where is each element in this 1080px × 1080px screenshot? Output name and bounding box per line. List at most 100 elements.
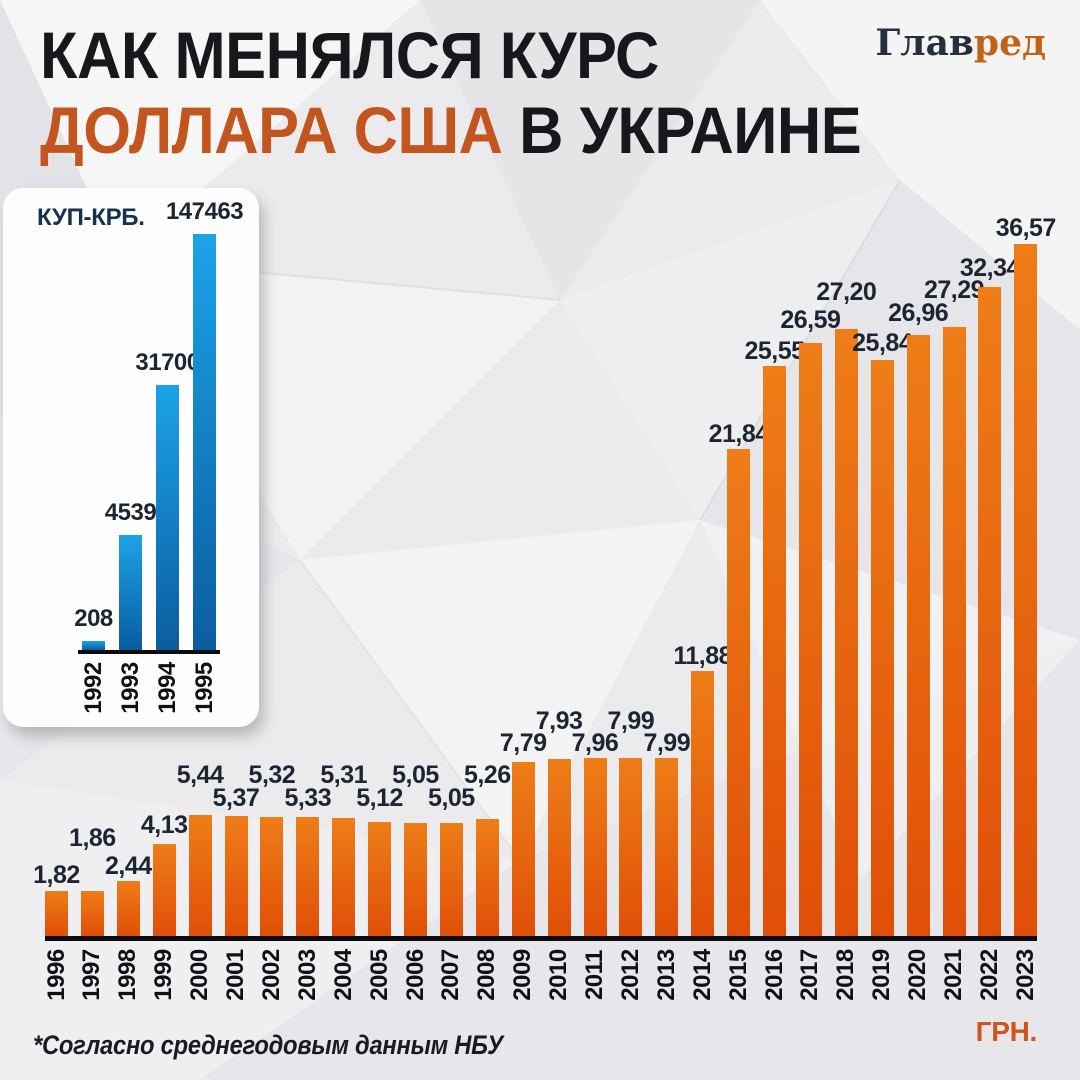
main-bar-1996	[45, 891, 68, 936]
main-year-label-2019: 2019	[868, 949, 896, 1001]
main-year-label-2008: 2008	[473, 949, 501, 1001]
main-value-label-2011: 7,96	[571, 729, 619, 757]
main-bar-2011	[583, 758, 607, 936]
main-x-axis-baseline	[45, 936, 1037, 941]
main-year-label-2014: 2014	[688, 949, 716, 1001]
main-year-label-2001: 2001	[222, 949, 249, 1001]
inset-value-label-1995: 147463	[165, 198, 244, 225]
main-year-label-2009: 2009	[509, 949, 537, 1001]
main-year-label-2003: 2003	[293, 949, 321, 1001]
main-year-label-2018: 2018	[832, 949, 860, 1001]
main-value-label-1999: 4,13	[140, 811, 188, 839]
main-year-label-2020: 2020	[904, 949, 932, 1001]
main-value-label-2021: 27,29	[923, 276, 985, 304]
main-value-label-2008: 5,26	[463, 761, 511, 789]
main-value-label-2016: 25,55	[744, 337, 805, 365]
title-highlight: ДОЛЛАРА США	[40, 93, 503, 167]
main-bar-2009	[511, 762, 535, 936]
main-year-label-1996: 1996	[42, 949, 70, 1001]
main-year-label-2005: 2005	[365, 949, 393, 1001]
brand-logo-part-1: Глав	[875, 22, 974, 64]
footnote: *Согласно среднегодовым данным НБУ	[33, 1030, 503, 1060]
main-value-label-2012: 7,99	[607, 707, 655, 735]
main-value-label-2009: 7,79	[499, 729, 547, 757]
main-bar-2023	[1014, 244, 1038, 936]
main-value-label-2020: 26,96	[888, 299, 949, 327]
main-bar-2016	[763, 366, 786, 936]
main-bar-2012	[619, 758, 643, 936]
main-bar-1998	[116, 881, 140, 936]
main-year-label-2006: 2006	[401, 949, 429, 1001]
main-year-label-2011: 2011	[581, 949, 608, 1001]
main-value-label-2005: 5,12	[356, 784, 403, 812]
page-title: КАК МЕНЯЛСЯ КУРС ДОЛЛАРА США В УКРАИНЕ	[40, 18, 923, 168]
main-value-label-2015: 21,84	[708, 420, 770, 448]
main-value-label-2000: 5,44	[176, 761, 224, 789]
main-bar-2000	[188, 815, 212, 936]
main-value-label-2013: 7,99	[643, 729, 691, 757]
inset-bar-1993	[119, 535, 142, 650]
inset-x-axis-baseline	[78, 650, 220, 654]
main-bar-2003	[296, 817, 320, 936]
main-value-label-2003: 5,33	[284, 784, 332, 812]
main-bar-2002	[260, 817, 284, 936]
main-year-label-2007: 2007	[437, 949, 465, 1001]
main-year-label-2013: 2013	[652, 949, 680, 1001]
main-bar-2007	[439, 823, 463, 936]
main-year-label-2016: 2016	[760, 949, 788, 1001]
main-year-label-2021: 2021	[940, 949, 967, 1001]
title-line-2: ДОЛЛАРА США В УКРАИНЕ	[40, 93, 862, 168]
inset-value-label-1993: 4539	[104, 499, 157, 526]
inset-bar-1992	[82, 641, 105, 650]
main-bar-2021	[942, 327, 966, 936]
main-year-label-1998: 1998	[114, 949, 142, 1001]
main-value-label-2014: 11,88	[673, 642, 733, 670]
inset-bar-1994	[156, 385, 179, 650]
main-year-label-2004: 2004	[329, 949, 357, 1001]
main-bar-2013	[655, 758, 679, 936]
main-bar-2020	[906, 335, 930, 936]
main-bar-2005	[368, 822, 392, 936]
inset-value-label-1994: 31700	[135, 349, 200, 376]
main-year-label-2015: 2015	[724, 949, 752, 1001]
main-bar-2017	[798, 343, 822, 936]
inset-chart-title: КУП-КРБ.	[37, 204, 145, 231]
main-year-label-1999: 1999	[150, 949, 178, 1001]
title-line-1: КАК МЕНЯЛСЯ КУРС	[40, 18, 861, 93]
main-value-label-2019: 25,84	[852, 329, 913, 357]
main-value-label-2023: 36,57	[995, 214, 1057, 242]
main-value-label-2022: 32,34	[959, 254, 1021, 282]
main-value-label-2002: 5,32	[248, 761, 296, 789]
main-year-label-2017: 2017	[796, 949, 824, 1001]
main-value-label-2004: 5,31	[320, 761, 368, 789]
inset-bar-1995	[193, 234, 216, 650]
title-rest: В УКРАИНЕ	[502, 93, 862, 167]
main-value-label-2007: 5,05	[428, 784, 475, 812]
main-value-label-1996: 1,82	[33, 861, 80, 889]
main-year-label-2012: 2012	[616, 949, 644, 1001]
main-year-label-1997: 1997	[78, 949, 106, 1001]
main-value-label-1998: 2,44	[104, 852, 152, 880]
main-value-label-2001: 5,37	[212, 784, 260, 812]
main-bar-2018	[834, 329, 858, 936]
main-bar-2015	[727, 449, 751, 936]
main-bar-2006	[404, 823, 427, 936]
currency-unit-label: ГРН.	[975, 1016, 1038, 1047]
brand-logo-part-2: ред	[973, 22, 1046, 64]
main-bar-1997	[80, 891, 104, 936]
main-value-label-2010: 7,93	[535, 707, 583, 735]
main-year-label-2002: 2002	[257, 949, 285, 1001]
main-bar-2019	[870, 360, 894, 936]
main-value-label-1997: 1,86	[69, 824, 116, 852]
brand-logo: Главред	[875, 22, 1046, 64]
main-bar-2001	[224, 816, 248, 936]
main-bar-2014	[691, 671, 715, 936]
title-text-1: КАК МЕНЯЛСЯ КУРС	[40, 18, 659, 92]
main-value-label-2017: 26,59	[780, 306, 841, 334]
main-bar-2022	[978, 287, 1002, 936]
main-value-label-2018: 27,20	[816, 278, 877, 306]
main-bar-1999	[152, 844, 176, 936]
